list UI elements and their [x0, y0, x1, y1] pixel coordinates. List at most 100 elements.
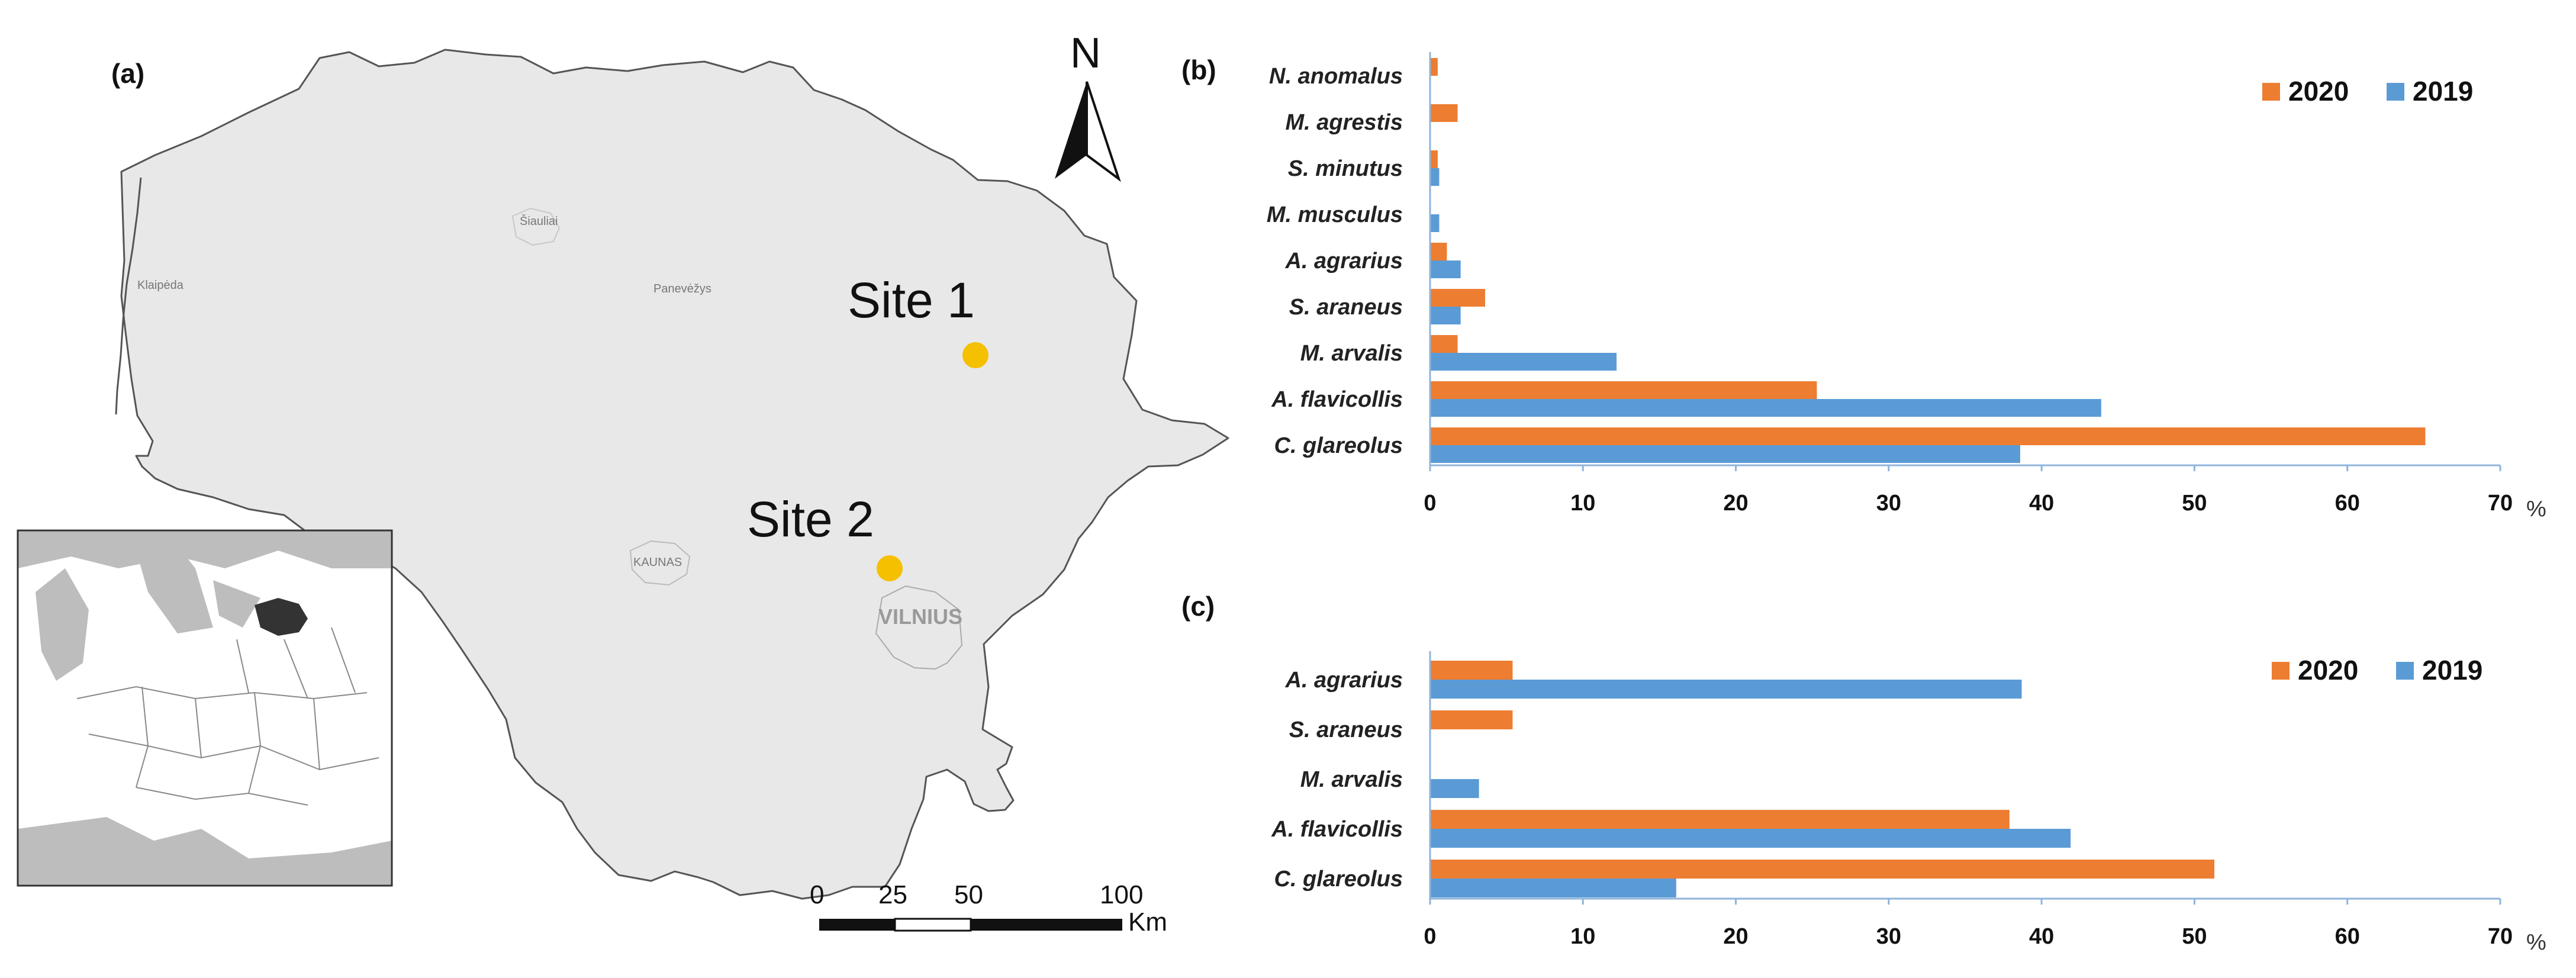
chart-b-bar-2019-s-araneus [1430, 307, 1461, 324]
inset-britain [36, 568, 89, 681]
chart-b-legend-swatch-2019 [2387, 83, 2404, 101]
scale-tick-100: 100 [1100, 880, 1143, 909]
chart-b-categories: C. glareolus A. flavicollis M. arvalis S. a… [1267, 64, 1403, 458]
chart-c-bar-2020-s-araneus [1430, 710, 1513, 729]
inset-sea-north [18, 530, 392, 568]
chart-c-legend-2019: 2019 [2422, 655, 2482, 686]
chart-b-bar-2020-a-flavicollis [1430, 381, 1817, 399]
curonian-spit [115, 177, 142, 415]
chart-b-tick-label-40: 40 [2029, 491, 2054, 516]
chart-b-panel-label: (b) [1181, 54, 1216, 85]
chart-b-bar-2020-c-glareolus [1430, 427, 2426, 445]
chart-b-category-a-flavicollis: A. flavicollis [1271, 387, 1403, 412]
chart-c-panel-label: (c) [1181, 591, 1215, 622]
scale-unit: Km [1128, 908, 1167, 937]
site-1-marker [962, 342, 988, 368]
chart-b-tick-label-20: 20 [1723, 491, 1748, 516]
chart-c-tick-label-30: 30 [1876, 924, 1901, 949]
chart-b-bar-2019-m-arvalis [1430, 353, 1617, 371]
kaunas-outline [629, 540, 691, 586]
chart-b-category-c-glareolus: C. glareolus [1274, 433, 1403, 458]
site-1-label: Site 1 [848, 272, 975, 328]
chart-b-category-s-araneus: S. araneus [1289, 295, 1403, 320]
city-klaipeda: Klaipėda [137, 279, 184, 292]
chart-b-tick-label-70: 70 [2488, 491, 2513, 516]
chart-b-unit: % [2526, 497, 2546, 522]
chart-c-category-m-arvalis: M. arvalis [1300, 767, 1403, 792]
map-panel: (a) Šiauliai Klaipėda Panevėžys KAUNAS V… [17, 30, 1229, 937]
chart-c-tick-label-70: 70 [2488, 924, 2513, 949]
city-siauliai: Šiauliai [520, 214, 558, 228]
inset-countries [76, 627, 379, 806]
scale-tick-50: 50 [954, 880, 983, 909]
chart-c-legend: 2020 2019 [2272, 655, 2482, 686]
chart-b-tick-label-60: 60 [2335, 491, 2360, 516]
chart-c-bar-2019-a-agrarius [1430, 680, 2022, 699]
chart-c-category-a-agrarius: A. agrarius [1284, 668, 1403, 693]
chart-b-legend-2020: 2020 [2288, 76, 2349, 107]
vilnius-outline [875, 585, 963, 670]
north-arrow: N [1055, 30, 1121, 182]
chart-b-category-m-agrestis: M. agrestis [1285, 110, 1403, 135]
inset-sea-baltic [213, 580, 260, 628]
chart-b-category-m-arvalis: M. arvalis [1300, 341, 1403, 366]
map-panel-label: (a) [111, 58, 144, 89]
siauliai-outline [511, 207, 561, 246]
site-2-marker [877, 555, 903, 581]
chart-b-bar-2019-a-agrarius [1430, 260, 1461, 278]
chart-c-legend-swatch-2019 [2396, 662, 2414, 680]
chart-b-bar-2020-m-agrestis [1430, 104, 1458, 122]
city-kaunas: KAUNAS [633, 556, 682, 569]
chart-b-legend: 2020 2019 [2262, 76, 2473, 107]
scale-tick-25: 25 [878, 880, 907, 909]
chart-c-tick-label-0: 0 [1424, 924, 1436, 949]
chart-b-bar-2019-s-minutus [1430, 168, 1440, 186]
chart-b-category-m-musculus: M. musculus [1267, 202, 1403, 227]
europe-inset [17, 529, 393, 887]
chart-b-tick-label-30: 30 [1876, 491, 1901, 516]
chart-b-bar-2020-s-minutus [1430, 150, 1438, 168]
scale-tick-0: 0 [810, 880, 824, 909]
scale-bar: 0 25 50 100 Km [810, 880, 1167, 937]
chart-b-ticks: 0 10 20 30 40 50 60 70 [1424, 465, 2513, 516]
chart-c-tick-label-20: 20 [1723, 924, 1748, 949]
site-2-label: Site 2 [747, 491, 874, 547]
north-label: N [1070, 30, 1101, 77]
chart-b-category-s-minutus: S. minutus [1288, 156, 1403, 181]
chart-b-bar-2020-m-arvalis [1430, 335, 1458, 353]
chart-c-tick-label-60: 60 [2335, 924, 2360, 949]
chart-c-unit: % [2526, 930, 2546, 955]
chart-c-bar-2019-c-glareolus [1430, 879, 1676, 897]
chart-c-categories: C. glareolus A. flavicollis M. arvalis S. a… [1271, 668, 1403, 892]
chart-b-tick-label-0: 0 [1424, 491, 1436, 516]
city-vilnius: VILNIUS [878, 604, 962, 629]
chart-c-bars [1430, 661, 2215, 897]
chart-c-tick-label-10: 10 [1570, 924, 1595, 949]
chart-b-bar-2019-a-flavicollis [1430, 399, 2101, 417]
chart-c-category-c-glareolus: C. glareolus [1274, 867, 1403, 892]
chart-c-bar-2019-m-arvalis [1430, 779, 1479, 798]
chart-c-bar-2020-a-flavicollis [1430, 810, 2010, 829]
chart-b-bar-2020-n-anomalus [1430, 58, 1438, 76]
chart-b-tick-label-10: 10 [1570, 491, 1595, 516]
chart-c-category-s-araneus: S. araneus [1289, 718, 1403, 742]
chart-c-category-a-flavicollis: A. flavicollis [1271, 817, 1403, 842]
chart-c-ticks: 0 10 20 30 40 50 60 70 [1424, 899, 2513, 949]
chart-b-bar-2020-a-agrarius [1430, 243, 1447, 260]
chart-b-legend-swatch-2020 [2262, 83, 2280, 101]
chart-b-legend-2019: 2019 [2413, 76, 2473, 107]
inset-mediterranean [18, 817, 392, 886]
chart-b-tick-label-50: 50 [2182, 491, 2207, 516]
chart-b-category-n-anomalus: N. anomalus [1269, 64, 1403, 89]
chart-c: (c) 0 10 20 30 40 50 60 70 C. glareolus A. flavi… [1181, 591, 2546, 955]
chart-c-bar-2019-a-flavicollis [1430, 829, 2071, 848]
chart-b-bar-2019-m-musculus [1430, 214, 1440, 232]
city-panevezys: Panevėžys [653, 282, 711, 295]
chart-b: (b) 0 10 20 30 40 50 60 70 C. glareolus A. flavi… [1181, 52, 2546, 522]
chart-c-bar-2020-c-glareolus [1430, 860, 2215, 879]
chart-c-tick-label-50: 50 [2182, 924, 2207, 949]
chart-b-bar-2020-s-araneus [1430, 289, 1485, 307]
chart-c-bar-2020-a-agrarius [1430, 661, 1513, 680]
inset-lithuania [255, 598, 308, 636]
